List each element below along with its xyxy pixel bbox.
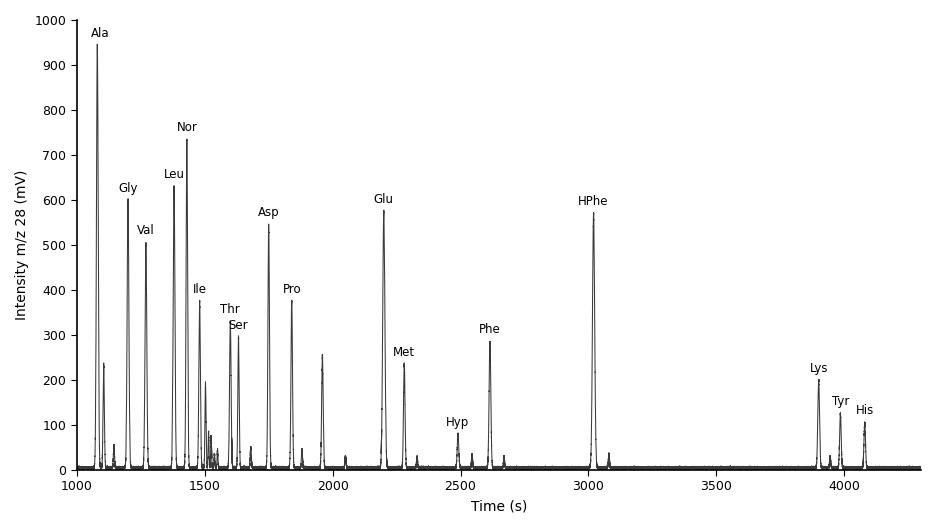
Y-axis label: Intensity m/z 28 (mV): Intensity m/z 28 (mV): [15, 170, 29, 320]
Text: Asp: Asp: [258, 206, 280, 219]
Text: Thr: Thr: [221, 303, 241, 316]
Text: Pro: Pro: [283, 283, 301, 296]
Text: Ile: Ile: [193, 283, 207, 296]
Text: Leu: Leu: [164, 168, 184, 181]
Text: Gly: Gly: [118, 182, 138, 195]
Text: Met: Met: [393, 346, 416, 359]
Text: Nor: Nor: [176, 121, 197, 134]
Text: His: His: [856, 404, 874, 417]
Text: Lys: Lys: [810, 362, 828, 375]
Text: Tyr: Tyr: [832, 395, 849, 408]
Text: Ser: Ser: [228, 319, 248, 332]
X-axis label: Time (s): Time (s): [471, 499, 527, 513]
Text: HPhe: HPhe: [578, 195, 608, 208]
Text: Val: Val: [137, 224, 154, 238]
Text: Glu: Glu: [373, 193, 394, 206]
Text: Phe: Phe: [479, 323, 501, 336]
Text: Hyp: Hyp: [446, 416, 470, 429]
Text: Ala: Ala: [91, 27, 110, 40]
